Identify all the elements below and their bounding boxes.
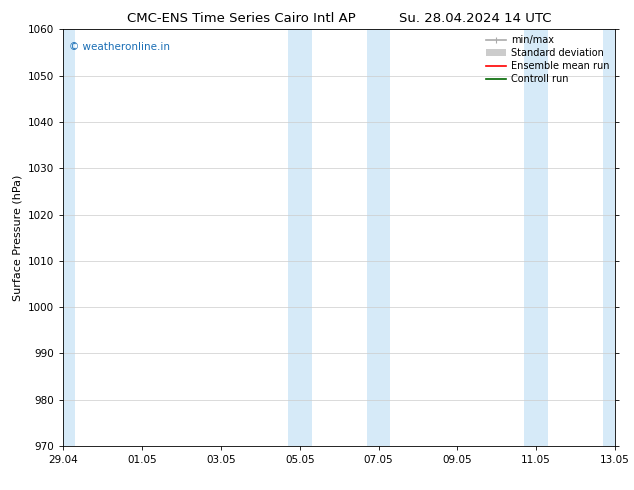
Bar xyxy=(524,29,548,446)
Legend: min/max, Standard deviation, Ensemble mean run, Controll run: min/max, Standard deviation, Ensemble me… xyxy=(482,31,613,88)
Bar xyxy=(366,29,391,446)
Text: CMC-ENS Time Series Cairo Intl AP: CMC-ENS Time Series Cairo Intl AP xyxy=(127,12,355,25)
Text: Su. 28.04.2024 14 UTC: Su. 28.04.2024 14 UTC xyxy=(399,12,552,25)
Bar xyxy=(603,29,617,446)
Y-axis label: Surface Pressure (hPa): Surface Pressure (hPa) xyxy=(13,174,23,301)
Bar xyxy=(288,29,312,446)
Text: © weatheronline.in: © weatheronline.in xyxy=(69,42,170,52)
Bar xyxy=(61,29,75,446)
